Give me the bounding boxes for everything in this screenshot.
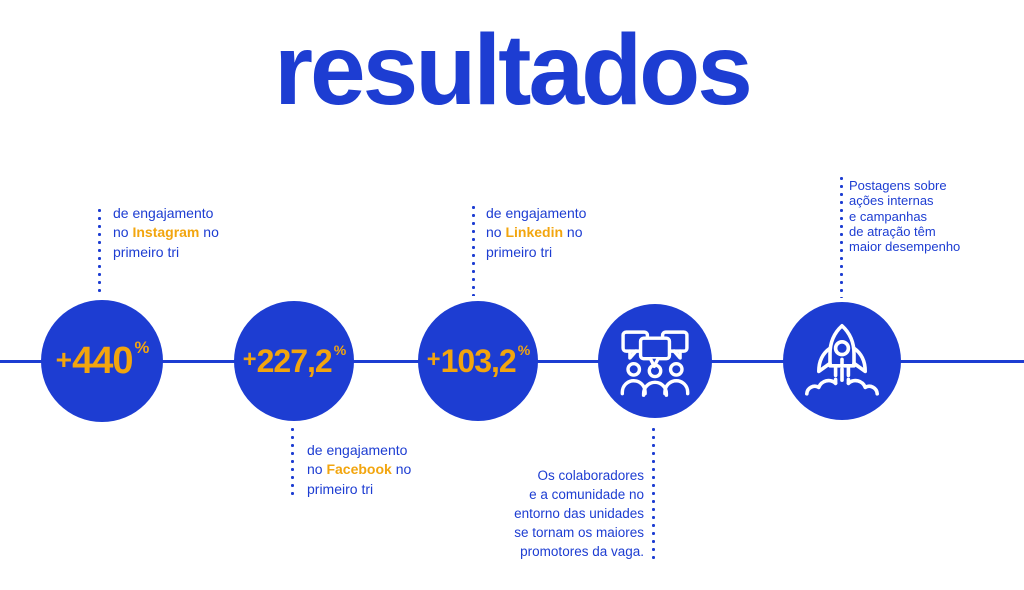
note-line: primeiro tri: [486, 243, 553, 260]
stat-plus: +: [242, 346, 257, 373]
note-line: no: [199, 224, 219, 241]
stat-value: +440%: [55, 337, 150, 383]
note-line: no: [486, 224, 506, 241]
stat-percent: %: [134, 337, 149, 357]
stat-number: 103,2: [440, 342, 517, 379]
stat-plus: +: [55, 343, 72, 375]
rocket-icon: [805, 324, 879, 396]
note-linkedin: de engajamento no Linkedin no primeiro t…: [486, 204, 586, 262]
milestone-circle-rocket: [783, 302, 901, 420]
note-line: no: [391, 461, 412, 478]
note-line: primeiro tri: [113, 243, 180, 260]
note-line: no: [113, 224, 133, 241]
stat-number: 227,2: [256, 342, 333, 379]
chat-group-icon: [620, 330, 690, 397]
milestone-circle-facebook: +227,2%: [234, 301, 354, 421]
stat-plus: +: [426, 346, 441, 373]
note-instagram: de engajamento no Instagram no primeiro …: [113, 204, 219, 262]
stat-value: +103,2%: [426, 341, 530, 380]
milestone-circle-community: [598, 304, 712, 418]
note-facebook: de engajamento no Facebook no primeiro t…: [307, 441, 411, 499]
note-line: no: [563, 224, 583, 241]
connector-dotted-facebook: [291, 428, 294, 500]
note-community: Os colaboradores e a comunidade no entor…: [514, 468, 644, 559]
milestone-circle-linkedin: +103,2%: [418, 301, 538, 421]
stat-value: +227,2%: [242, 341, 346, 380]
connector-dotted-community: [652, 428, 655, 560]
brand-linkedin: Linkedin: [505, 224, 564, 241]
note-line: de engajamento: [307, 442, 408, 458]
brand-facebook: Facebook: [326, 461, 392, 478]
connector-dotted-rocket: [840, 177, 843, 298]
milestone-circle-instagram: +440%: [41, 300, 163, 422]
stat-number: 440: [72, 339, 133, 382]
brand-instagram: Instagram: [132, 224, 200, 241]
connector-dotted-instagram: [98, 209, 101, 296]
note-line: de engajamento: [113, 205, 214, 221]
note-line: primeiro tri: [307, 480, 374, 497]
connector-dotted-linkedin: [472, 206, 475, 296]
note-rocket: Postagens sobre ações internas e campanh…: [849, 178, 961, 255]
stat-percent: %: [333, 341, 346, 358]
note-line: no: [307, 461, 327, 478]
page-title: resultados: [274, 14, 753, 126]
stat-percent: %: [517, 341, 530, 358]
note-line: de engajamento: [486, 205, 587, 221]
